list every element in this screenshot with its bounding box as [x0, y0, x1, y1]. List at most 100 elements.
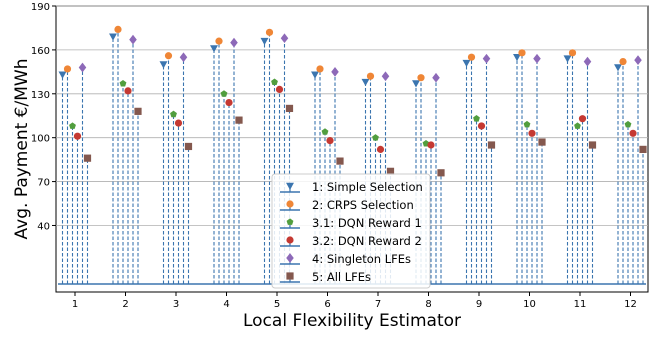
x-tick-label: 10 — [523, 299, 536, 310]
x-tick-label: 3 — [173, 299, 179, 310]
data-point — [184, 142, 193, 151]
data-point — [83, 154, 92, 162]
data-point — [417, 74, 425, 82]
grid-lines — [56, 5, 648, 226]
x-axis-ticks: 1 2 3 4 5 6 7 8 9 10 11 12 — [72, 292, 637, 310]
data-point — [437, 169, 445, 177]
x-tick-label: 9 — [476, 299, 482, 310]
data-point — [119, 79, 127, 87]
x-tick-label: 1 — [72, 299, 78, 310]
data-markers — [58, 25, 647, 177]
data-point — [467, 53, 476, 61]
data-point — [629, 129, 637, 137]
x-tick-label: 2 — [122, 299, 128, 310]
data-point — [372, 134, 379, 141]
x-tick-label: 11 — [574, 299, 587, 310]
data-point — [563, 55, 572, 63]
y-axis-label: Avg. Payment €/MWh — [12, 59, 32, 240]
data-point — [78, 62, 87, 73]
data-point — [170, 110, 177, 118]
data-point — [215, 37, 223, 45]
data-point — [583, 56, 592, 67]
data-point — [381, 71, 390, 82]
data-point — [482, 53, 491, 64]
legend-label: 4: Singleton LFEs — [312, 252, 411, 266]
data-point — [432, 72, 440, 83]
data-point — [210, 45, 218, 53]
data-point — [386, 167, 395, 175]
data-point — [639, 145, 647, 153]
data-point — [321, 128, 329, 135]
data-point — [271, 78, 278, 85]
data-point — [225, 98, 233, 107]
legend-marker — [286, 182, 294, 190]
legend-box — [271, 173, 431, 289]
data-point — [538, 138, 546, 146]
data-point — [578, 115, 587, 123]
data-point — [427, 141, 435, 149]
data-point — [574, 122, 581, 129]
x-tick-label: 6 — [324, 299, 330, 310]
legend-marker — [286, 200, 294, 208]
data-point — [311, 71, 319, 79]
x-tick-label: 7 — [375, 299, 381, 310]
data-point — [124, 87, 132, 95]
data-point — [513, 53, 521, 62]
legend-marker — [286, 236, 294, 244]
data-point — [280, 33, 289, 44]
data-point — [230, 37, 238, 48]
legend-marker — [286, 253, 294, 263]
data-point — [159, 61, 168, 69]
data-point — [523, 120, 531, 128]
x-tick-label: 12 — [624, 299, 637, 310]
data-point — [73, 132, 82, 140]
x-tick-label: 4 — [223, 299, 229, 310]
y-tick-label: 190 — [31, 2, 50, 13]
legend-label: 1: Simple Selection — [312, 180, 423, 194]
data-point — [533, 53, 541, 64]
data-point — [326, 137, 334, 145]
data-point — [624, 120, 632, 128]
data-point — [235, 116, 243, 124]
data-point — [376, 145, 385, 153]
data-point — [528, 129, 536, 137]
x-tick-label: 5 — [274, 299, 280, 310]
data-point — [114, 25, 122, 34]
y-axis-ticks: 40 70 100 130 160 190 — [31, 2, 56, 232]
y-tick-label: 100 — [31, 134, 50, 145]
data-point — [634, 55, 642, 65]
data-point — [361, 78, 370, 87]
data-point — [164, 52, 173, 60]
data-point — [275, 85, 284, 93]
x-tick-label: 8 — [425, 299, 431, 310]
data-point — [179, 52, 188, 63]
data-point — [477, 122, 486, 130]
legend-marker — [286, 272, 294, 280]
data-point — [109, 33, 117, 41]
data-point — [285, 104, 294, 113]
legend-label: 5: All LFEs — [312, 270, 371, 284]
y-tick-label: 40 — [37, 221, 50, 232]
data-point — [129, 34, 137, 45]
data-point — [336, 157, 344, 165]
data-point — [260, 37, 269, 46]
legend-marker — [286, 218, 294, 225]
data-point — [265, 28, 274, 36]
legend: 1: Simple Selection 2: CRPS Selection 3.1:… — [271, 173, 431, 289]
data-point — [331, 66, 339, 77]
legend-label: 3.2: DQN Reward 2 — [312, 234, 422, 248]
legend-label: 3.1: DQN Reward 1 — [312, 216, 422, 230]
y-tick-label: 130 — [31, 90, 50, 101]
data-point — [174, 119, 183, 127]
data-point — [63, 65, 72, 73]
data-point — [462, 59, 471, 68]
data-point — [473, 115, 480, 122]
data-point — [316, 65, 324, 73]
data-point — [568, 49, 577, 57]
y-tick-label: 160 — [31, 46, 50, 57]
x-axis-label: Local Flexibility Estimator — [243, 311, 461, 331]
data-point — [58, 71, 67, 79]
data-point — [366, 72, 375, 80]
